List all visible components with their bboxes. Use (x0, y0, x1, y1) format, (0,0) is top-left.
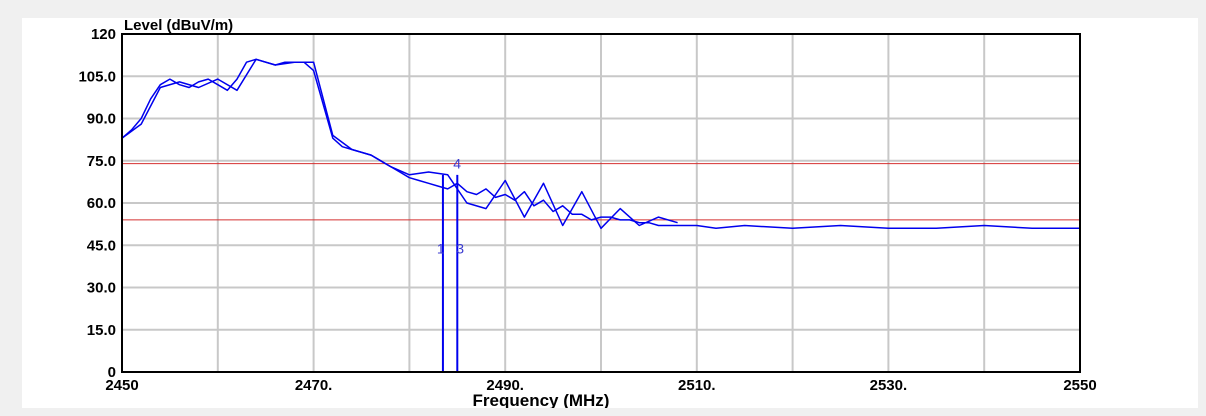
grid-layer (122, 33, 1081, 373)
y-tick-label: 30.0 (87, 280, 116, 297)
y-tick-label: 15.0 (87, 322, 116, 339)
x-tick-label: 2490. (486, 377, 524, 394)
x-tick-label: 2450 (105, 377, 138, 394)
marker-4-label: 4 (453, 156, 461, 172)
x-tick-label: 2510. (678, 377, 716, 394)
x-tick-label: 2550 (1063, 377, 1096, 394)
emission-chart: 1 3 4 0 15.0 30.0 45.0 60.0 75.0 90.0 105.0 120 245… (78, 17, 1096, 410)
y-tick-label: 120 (91, 26, 116, 43)
y-tick-label: 0 (108, 364, 116, 381)
y-tick-label: 60.0 (87, 195, 116, 212)
y-tick-label: 90.0 (87, 111, 116, 128)
series-line (121, 58, 1080, 230)
series-line (121, 58, 678, 230)
marker-3-label: 3 (456, 240, 464, 256)
marker-layer: 1 3 4 (437, 156, 464, 372)
y-tick-label: 105.0 (78, 68, 116, 85)
x-tick-label: 2470. (295, 377, 333, 394)
y-tick-label: 45.0 (87, 237, 116, 254)
y-axis-label: Level (dBuV/m) (124, 18, 233, 34)
plot-frame (121, 33, 1081, 373)
x-tick-label: 2530. (870, 377, 908, 394)
series-layer (121, 58, 1080, 230)
marker-1-label: 1 (437, 240, 445, 256)
x-axis-label: Frequency (MHz) (473, 391, 610, 408)
axis-labels: 0 15.0 30.0 45.0 60.0 75.0 90.0 105.0 120 2450 247… (78, 26, 1096, 394)
limit-lines (122, 163, 1080, 221)
y-tick-label: 75.0 (87, 153, 116, 170)
